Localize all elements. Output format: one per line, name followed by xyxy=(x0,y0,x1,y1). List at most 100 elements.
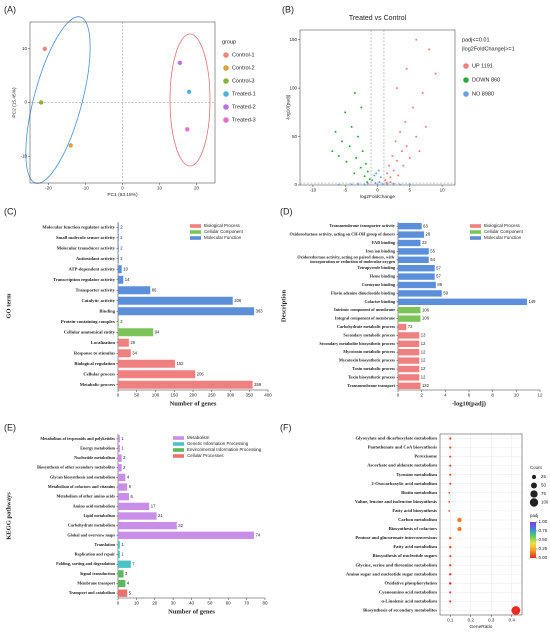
point xyxy=(386,172,389,175)
category-label: Transporter activity xyxy=(75,287,115,292)
data-label: 29 xyxy=(130,340,135,345)
panel-label: (E) xyxy=(4,422,16,432)
legend-label: UP 1191 xyxy=(472,63,493,69)
x-tick-label: 10 xyxy=(134,601,140,606)
data-label: 2 xyxy=(123,455,126,460)
category-label: Pentose and glucuronate interconversions xyxy=(355,535,437,540)
legend-label: Control-1 xyxy=(232,52,255,58)
x-tick-label: -5 xyxy=(343,188,347,193)
point xyxy=(386,183,389,186)
category-label: Amino sugar and nucleotide sugar metabol… xyxy=(346,571,437,576)
data-label: 132 xyxy=(422,383,430,388)
point xyxy=(38,100,44,105)
point xyxy=(418,150,421,153)
bubble xyxy=(448,510,451,512)
data-label: 57 xyxy=(436,265,441,270)
bar xyxy=(118,560,131,568)
category-label: Biosynthesis of cofactors xyxy=(389,526,437,531)
bar xyxy=(118,473,126,482)
x-axis-title: -log10(padj) xyxy=(452,400,486,407)
point xyxy=(42,46,47,52)
point xyxy=(408,183,411,186)
category-label: Intrinsic component of membrane xyxy=(334,307,395,312)
legend-swatch xyxy=(173,454,184,458)
data-label: 5 xyxy=(129,590,132,595)
x-tick-label: 300 xyxy=(227,393,235,398)
colorbar xyxy=(530,522,536,558)
data-label: 74 xyxy=(255,532,260,537)
x-tick-label: 0.2 xyxy=(468,618,475,623)
x-tick-label: 20 xyxy=(194,186,200,191)
data-label: 359 xyxy=(254,382,262,387)
size-legend-swatch xyxy=(531,482,537,489)
bar xyxy=(118,579,126,588)
x-tick-label: 0 xyxy=(397,393,400,398)
point xyxy=(348,145,351,148)
x-tick-label: 0.4 xyxy=(509,618,516,623)
category-label: Transcription regulator activity xyxy=(53,277,116,282)
x-tick-label: -10 xyxy=(310,188,317,193)
data-label: 2 xyxy=(120,319,123,324)
bubble xyxy=(511,606,521,615)
legend-swatch xyxy=(223,117,229,123)
y-tick-label: 150 xyxy=(289,37,297,42)
bar xyxy=(118,502,150,511)
color-legend-title: padj xyxy=(530,513,538,518)
annotation: padj<=0.01 xyxy=(462,37,490,43)
category-label: 2-Oxocarboxylic acid metabolism xyxy=(371,481,437,486)
point xyxy=(404,121,407,124)
category-label: Transport and catabolism xyxy=(69,590,116,595)
legend-swatch xyxy=(463,63,469,69)
legend-swatch xyxy=(190,230,201,234)
point xyxy=(408,156,411,159)
category-label: Folding, sorting and degradation xyxy=(56,561,116,566)
bubble xyxy=(449,437,452,440)
category-label: Heme binding xyxy=(370,274,396,279)
point xyxy=(392,182,395,185)
data-label: 12 xyxy=(421,341,426,346)
category-label: Tetrapyrrole binding xyxy=(357,265,395,270)
bar xyxy=(398,281,436,289)
point xyxy=(424,125,427,128)
category-label: Nucleotide metabolism xyxy=(74,455,115,460)
bubble xyxy=(448,582,452,585)
x-tick-label: 8 xyxy=(491,393,494,398)
category-label: Valine, leucine and isoleucine biosynthe… xyxy=(355,499,437,504)
data-label: 34 xyxy=(132,350,137,355)
category-label: Cofactor binding xyxy=(364,299,395,304)
legend-label: Control-3 xyxy=(232,78,255,84)
bar xyxy=(398,248,429,255)
category-label: Ascorbate and aldarate metabolism xyxy=(367,463,437,468)
x-tick-label: 200 xyxy=(189,393,197,398)
category-label: Fatty acid metabolism xyxy=(393,544,437,549)
point xyxy=(345,160,348,163)
x-tick-label: 350 xyxy=(245,393,253,398)
legend-swatch xyxy=(173,442,184,446)
bar xyxy=(398,349,420,356)
bar xyxy=(118,541,120,549)
x-tick-label: 70 xyxy=(244,601,250,606)
point xyxy=(412,106,415,109)
legend-label: Environmental Information Processing xyxy=(187,447,262,452)
point xyxy=(389,176,392,179)
data-label: 2 xyxy=(120,245,123,250)
x-tick-label: 20 xyxy=(152,601,158,606)
legend-swatch xyxy=(173,448,184,452)
point xyxy=(353,172,356,175)
point xyxy=(395,159,398,162)
legend-swatch xyxy=(190,224,201,228)
bar xyxy=(118,338,129,347)
bar xyxy=(398,231,425,238)
category-label: Integral component of membrane xyxy=(335,316,395,321)
category-label: Transmembrane transporter activity xyxy=(329,223,396,228)
bar xyxy=(398,256,429,263)
data-label: 1 xyxy=(121,542,124,547)
legend-label: NO 8980 xyxy=(472,91,494,97)
bubble xyxy=(449,591,452,594)
point xyxy=(421,91,424,94)
data-label: 2 xyxy=(120,235,123,240)
category-label: Molecular transducer activity xyxy=(57,245,116,250)
data-label: 57 xyxy=(436,274,441,279)
category-label: Carbon metabolism xyxy=(398,517,437,522)
data-label: 17 xyxy=(151,503,156,508)
